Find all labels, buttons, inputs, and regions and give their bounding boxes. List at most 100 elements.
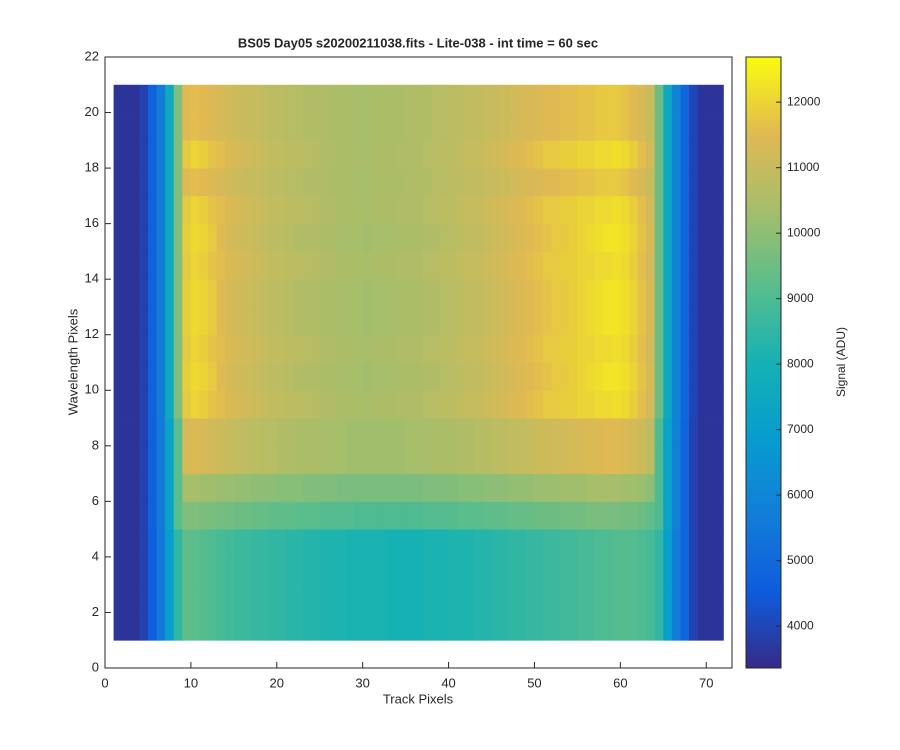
- heatmap-cell: [646, 223, 656, 252]
- heatmap-cell: [379, 584, 389, 613]
- heatmap-cell: [199, 612, 209, 641]
- heatmap-cell: [628, 306, 638, 336]
- heatmap-cell: [680, 251, 690, 280]
- colorbar-swatch: [746, 157, 781, 162]
- heatmap-cell: [130, 473, 140, 502]
- heatmap-cell: [147, 195, 157, 225]
- heatmap-cell: [319, 112, 329, 141]
- heatmap-cell: [122, 140, 132, 169]
- heatmap-cell: [147, 140, 157, 169]
- heatmap-cell: [190, 195, 200, 225]
- heatmap-cell: [156, 390, 166, 419]
- heatmap-cell: [199, 418, 209, 447]
- heatmap-cell: [560, 334, 570, 363]
- heatmap-cell: [646, 584, 656, 613]
- heatmap-cell: [259, 84, 269, 113]
- heatmap-cell: [414, 84, 424, 113]
- heatmap-cell: [594, 140, 604, 169]
- heatmap-cell: [388, 473, 398, 502]
- heatmap-cell: [654, 251, 664, 280]
- heatmap-cell: [706, 445, 716, 474]
- heatmap-cell: [671, 390, 681, 419]
- heatmap-cell: [534, 473, 544, 502]
- heatmap-cell: [319, 445, 329, 474]
- x-tick-label: 40: [441, 675, 455, 690]
- colorbar-swatch: [746, 72, 781, 76]
- colorbar-swatch: [746, 240, 781, 244]
- heatmap-cell: [302, 418, 312, 447]
- heatmap-cell: [680, 140, 690, 169]
- heatmap-cell: [225, 418, 235, 447]
- heatmap-cell: [525, 195, 535, 225]
- heatmap-cell: [268, 362, 278, 391]
- heatmap-cell: [585, 390, 595, 419]
- heatmap-cell: [122, 556, 132, 586]
- heatmap-cell: [439, 445, 449, 474]
- heatmap-cell: [208, 223, 218, 252]
- heatmap-cell: [594, 195, 604, 225]
- heatmap-cell: [268, 195, 278, 225]
- heatmap-cell: [122, 418, 132, 447]
- heatmap-cell: [405, 223, 415, 252]
- heatmap-cell: [345, 334, 355, 363]
- heatmap-cell: [706, 112, 716, 141]
- heatmap-cell: [190, 140, 200, 169]
- heatmap-cell: [354, 612, 364, 641]
- heatmap-cell: [414, 501, 424, 530]
- heatmap-cell: [525, 84, 535, 113]
- heatmap-cell: [680, 195, 690, 225]
- colorbar-swatch: [746, 579, 781, 583]
- heatmap-cell: [637, 334, 647, 363]
- heatmap-cell: [611, 390, 621, 419]
- heatmap-cell: [190, 445, 200, 474]
- heatmap-cell: [706, 418, 716, 447]
- colorbar-swatch: [746, 441, 781, 446]
- heatmap-cell: [182, 584, 192, 613]
- heatmap-cell: [371, 223, 381, 252]
- heatmap-cell: [251, 334, 261, 363]
- heatmap-cell: [448, 140, 458, 169]
- heatmap-cell: [388, 84, 398, 113]
- heatmap-cell: [543, 112, 553, 141]
- heatmap-cell: [517, 168, 527, 197]
- heatmap-cell: [568, 362, 578, 391]
- colorbar-swatch: [746, 527, 781, 532]
- heatmap-cell: [182, 112, 192, 141]
- heatmap-cell: [122, 279, 132, 308]
- heatmap-cell: [431, 362, 441, 391]
- heatmap-cell: [190, 556, 200, 586]
- heatmap-cell: [139, 195, 149, 225]
- colorbar-swatch: [746, 108, 781, 113]
- heatmap-cell: [543, 612, 553, 641]
- heatmap-cell: [199, 195, 209, 225]
- colorbar-swatch: [746, 588, 781, 593]
- colorbar-swatch: [746, 594, 781, 599]
- heatmap-cell: [457, 306, 467, 336]
- heatmap-cell: [568, 390, 578, 419]
- heatmap-cell: [585, 556, 595, 586]
- heatmap-cell: [543, 390, 553, 419]
- heatmap-cell: [405, 501, 415, 530]
- heatmap-cell: [551, 418, 561, 447]
- heatmap-cell: [611, 612, 621, 641]
- heatmap-cell: [259, 140, 269, 169]
- colorbar-swatch: [746, 484, 781, 489]
- heatmap-cell: [543, 168, 553, 197]
- heatmap-cell: [345, 195, 355, 225]
- heatmap-cell: [594, 473, 604, 502]
- heatmap-cell: [654, 445, 664, 474]
- heatmap-cell: [697, 306, 707, 336]
- heatmap-cell: [654, 473, 664, 502]
- heatmap-cell: [439, 362, 449, 391]
- heatmap-cell: [517, 473, 527, 502]
- heatmap-cell: [113, 84, 123, 113]
- heatmap-cell: [268, 418, 278, 447]
- heatmap-cell: [465, 418, 475, 447]
- heatmap-cell: [646, 362, 656, 391]
- heatmap-cell: [216, 140, 226, 169]
- heatmap-cell: [414, 390, 424, 419]
- heatmap-cell: [285, 140, 295, 169]
- heatmap-cell: [242, 223, 252, 252]
- heatmap-cell: [680, 445, 690, 474]
- heatmap-cell: [379, 362, 389, 391]
